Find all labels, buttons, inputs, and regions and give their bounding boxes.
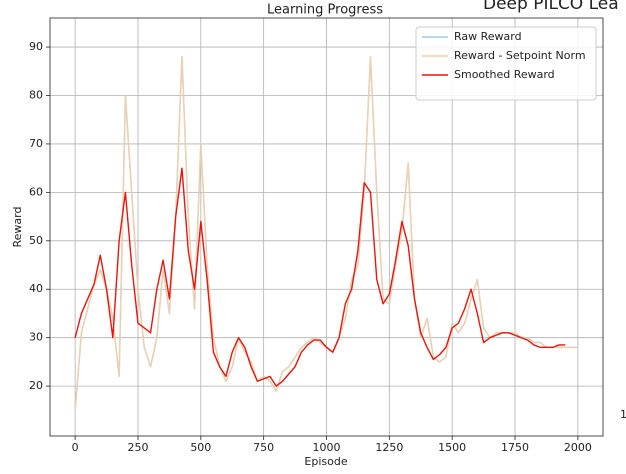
side-text: 1 <box>620 408 626 421</box>
x-tick-label: 1250 <box>375 441 403 454</box>
x-tick-label: 250 <box>127 441 148 454</box>
y-tick-label: 40 <box>29 282 43 295</box>
x-tick-label: 1000 <box>313 441 341 454</box>
y-tick-label: 70 <box>29 137 43 150</box>
x-tick-label: 1750 <box>501 441 529 454</box>
y-tick-label: 20 <box>29 379 43 392</box>
x-tick-label: 500 <box>190 441 211 454</box>
y-axis-label: Reward <box>11 207 24 248</box>
chart-title: Learning Progress <box>267 3 383 18</box>
y-tick-label: 50 <box>29 234 43 247</box>
legend-label: Smoothed Reward <box>454 68 555 81</box>
y-tick-label: 30 <box>29 331 43 344</box>
y-tick-label: 80 <box>29 88 43 101</box>
x-tick-label: 1500 <box>438 441 466 454</box>
x-axis-label: Episode <box>304 455 347 468</box>
plot-frame <box>49 17 604 437</box>
y-tick-label: 90 <box>29 40 43 53</box>
legend-label: Raw Reward <box>454 30 522 43</box>
y-tick-label: 60 <box>29 185 43 198</box>
header-text: Deep PILCO Lea <box>483 0 619 14</box>
x-tick-label: 2000 <box>564 441 592 454</box>
x-tick-label: 0 <box>72 441 79 454</box>
x-tick-label: 750 <box>253 441 274 454</box>
legend-box <box>415 26 597 101</box>
series-line <box>74 167 566 387</box>
legend-label: Reward - Setpoint Norm <box>454 49 586 62</box>
